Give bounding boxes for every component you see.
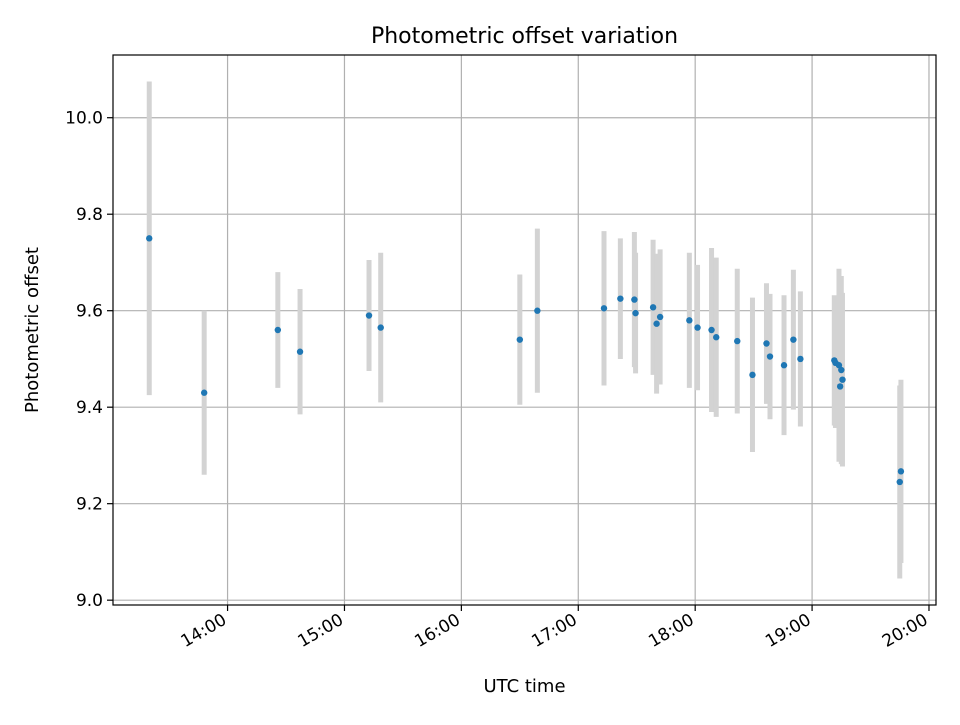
y-axis-ticks: 9.0 9.2 9.4 9.6 9.8 10.0 — [65, 109, 113, 611]
data-point — [790, 336, 797, 343]
data-point — [749, 371, 756, 379]
data-point — [296, 348, 304, 355]
y-tick-label: 10.0 — [65, 109, 103, 129]
data-point — [653, 320, 660, 327]
data-points — [146, 235, 905, 486]
data-point — [835, 362, 843, 369]
y-tick-label: 9.6 — [76, 302, 103, 322]
data-point — [617, 295, 624, 302]
data-point — [632, 309, 639, 317]
y-axis-label: Photometric offset — [22, 247, 43, 413]
data-point — [146, 235, 153, 242]
data-point — [200, 389, 208, 396]
chart-title: Photometric offset variation — [371, 24, 678, 49]
data-point — [780, 362, 788, 369]
data-point — [656, 313, 664, 321]
data-point — [516, 336, 524, 343]
data-point — [694, 324, 701, 331]
data-point — [838, 366, 845, 374]
data-point — [708, 326, 715, 334]
data-point — [365, 312, 373, 319]
y-tick-label: 9.2 — [76, 495, 103, 515]
plot-frame — [112, 54, 937, 606]
data-point — [713, 334, 720, 341]
data-point — [896, 478, 903, 486]
data-point — [377, 324, 384, 331]
data-point — [631, 296, 638, 303]
data-point — [836, 383, 844, 390]
data-point — [600, 305, 608, 312]
x-axis-label: UTC time — [483, 676, 565, 697]
data-point — [734, 337, 741, 345]
data-point — [686, 317, 693, 324]
data-point — [839, 376, 846, 383]
y-tick-label: 9.8 — [76, 205, 103, 225]
data-point — [897, 468, 905, 475]
data-point — [649, 304, 657, 311]
data-point — [797, 355, 804, 363]
y-tick-label: 9.4 — [76, 398, 103, 418]
y-tick-label: 9.0 — [76, 591, 103, 611]
data-point — [534, 307, 541, 314]
data-point — [763, 340, 770, 347]
data-point — [766, 353, 774, 360]
data-point — [274, 326, 282, 334]
